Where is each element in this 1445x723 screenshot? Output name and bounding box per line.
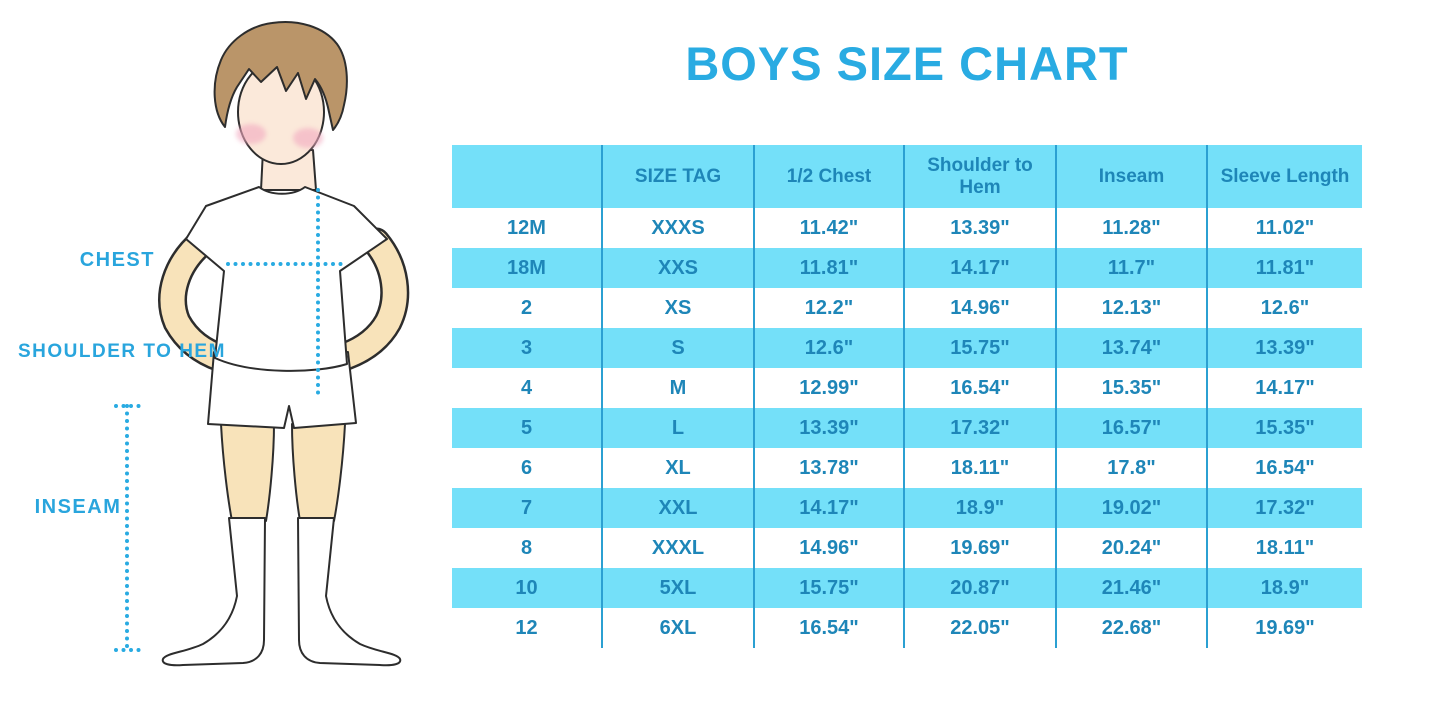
table-cell: M bbox=[603, 368, 755, 408]
table-cell: 11.7" bbox=[1057, 248, 1208, 288]
t-shirt bbox=[185, 186, 388, 372]
table-cell: 2 bbox=[452, 288, 603, 328]
table-cell: XXXS bbox=[603, 208, 755, 248]
chest-label: CHEST bbox=[79, 249, 155, 271]
table-cell: 11.02" bbox=[1208, 208, 1362, 248]
table-cell: 17.8" bbox=[1057, 448, 1208, 488]
left-arm-skin bbox=[160, 230, 233, 370]
table-cell: 15.35" bbox=[1208, 408, 1362, 448]
table-cell: 5 bbox=[452, 408, 603, 448]
table-cell: 13.39" bbox=[905, 208, 1057, 248]
table-cell: S bbox=[603, 328, 755, 368]
hair bbox=[213, 21, 348, 131]
table-cell: 22.68" bbox=[1057, 608, 1208, 648]
table-cell: 18.9" bbox=[905, 488, 1057, 528]
table-cell: 13.78" bbox=[755, 448, 905, 488]
table-cell: 18.9" bbox=[1208, 568, 1362, 608]
size-table: SIZE TAG 1/2 Chest Shoulder to Hem Insea… bbox=[452, 145, 1362, 648]
table-cell: 8 bbox=[452, 528, 603, 568]
col-header-inseam: Inseam bbox=[1057, 145, 1208, 208]
table-cell: 16.57" bbox=[1057, 408, 1208, 448]
left-sock bbox=[161, 517, 266, 667]
table-cell: 6XL bbox=[603, 608, 755, 648]
table-cell: 18.11" bbox=[1208, 528, 1362, 568]
boy-figure-svg bbox=[114, 21, 410, 667]
table-cell: 18M bbox=[452, 248, 603, 288]
table-cell: L bbox=[603, 408, 755, 448]
table-cell: XS bbox=[603, 288, 755, 328]
table-cell: 19.02" bbox=[1057, 488, 1208, 528]
table-cell: 16.54" bbox=[905, 368, 1057, 408]
table-cell: XL bbox=[603, 448, 755, 488]
table-cell: 3 bbox=[452, 328, 603, 368]
table-cell: 6 bbox=[452, 448, 603, 488]
table-cell: 12.2" bbox=[755, 288, 905, 328]
table-cell: 14.96" bbox=[905, 288, 1057, 328]
inseam-label: INSEAM bbox=[34, 496, 122, 518]
table-cell: 12.6" bbox=[1208, 288, 1362, 328]
table-cell: 11.81" bbox=[755, 248, 905, 288]
table-cell: 12 bbox=[452, 608, 603, 648]
page-title: BOYS SIZE CHART bbox=[685, 37, 1129, 90]
table-cell: 22.05" bbox=[905, 608, 1057, 648]
table-cell: 13.39" bbox=[1208, 328, 1362, 368]
boy-figure-illustration: CHEST SHOULDER TO HEM INSEAM bbox=[0, 0, 450, 723]
table-cell: 16.54" bbox=[755, 608, 905, 648]
shoulder-to-hem-label: SHOULDER TO HEM bbox=[18, 341, 226, 362]
table-cell: 16.54" bbox=[1208, 448, 1362, 488]
table-cell: 15.75" bbox=[755, 568, 905, 608]
table-cell: 11.28" bbox=[1057, 208, 1208, 248]
table-cell: 19.69" bbox=[1208, 608, 1362, 648]
col-header-half-chest: 1/2 Chest bbox=[755, 145, 905, 208]
table-cell: 17.32" bbox=[905, 408, 1057, 448]
table-cell: 12.6" bbox=[755, 328, 905, 368]
table-cell: 15.75" bbox=[905, 328, 1057, 368]
table-cell: 14.17" bbox=[755, 488, 905, 528]
table-cell: XXXL bbox=[603, 528, 755, 568]
table-cell: 13.39" bbox=[755, 408, 905, 448]
col-header-shoulder-to-hem: Shoulder to Hem bbox=[905, 145, 1057, 208]
table-cell: 5XL bbox=[603, 568, 755, 608]
col-header-sleeve-length: Sleeve Length bbox=[1208, 145, 1362, 208]
table-cell: 12M bbox=[452, 208, 603, 248]
table-cell: 19.69" bbox=[905, 528, 1057, 568]
table-cell: XXS bbox=[603, 248, 755, 288]
left-cheek bbox=[236, 124, 266, 144]
right-sock bbox=[297, 517, 402, 667]
table-cell: 14.17" bbox=[1208, 368, 1362, 408]
table-cell: 20.87" bbox=[905, 568, 1057, 608]
table-cell: 14.17" bbox=[905, 248, 1057, 288]
table-cell: 4 bbox=[452, 368, 603, 408]
table-cell: 21.46" bbox=[1057, 568, 1208, 608]
col-header-size bbox=[452, 145, 603, 208]
right-arm-skin bbox=[334, 230, 407, 368]
table-cell: 20.24" bbox=[1057, 528, 1208, 568]
table-cell: 7 bbox=[452, 488, 603, 528]
table-cell: 12.13" bbox=[1057, 288, 1208, 328]
table-cell: 10 bbox=[452, 568, 603, 608]
table-cell: XXL bbox=[603, 488, 755, 528]
table-cell: 11.42" bbox=[755, 208, 905, 248]
table-cell: 15.35" bbox=[1057, 368, 1208, 408]
table-cell: 13.74" bbox=[1057, 328, 1208, 368]
left-leg bbox=[220, 423, 275, 522]
table-cell: 11.81" bbox=[1208, 248, 1362, 288]
right-leg bbox=[291, 423, 346, 522]
col-header-size-tag: SIZE TAG bbox=[603, 145, 755, 208]
table-cell: 14.96" bbox=[755, 528, 905, 568]
table-cell: 12.99" bbox=[755, 368, 905, 408]
table-cell: 18.11" bbox=[905, 448, 1057, 488]
right-cheek bbox=[293, 128, 323, 148]
table-cell: 17.32" bbox=[1208, 488, 1362, 528]
